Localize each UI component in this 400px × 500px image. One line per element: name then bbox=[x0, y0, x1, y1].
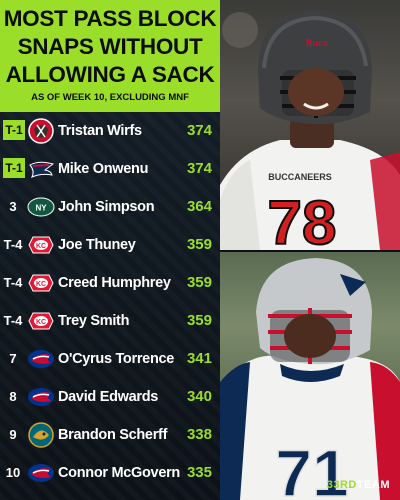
ranking-row: 10 Connor McGovern 335 bbox=[0, 454, 220, 492]
bills-logo-icon bbox=[27, 383, 55, 411]
photo-divider bbox=[220, 250, 400, 252]
svg-text:NY: NY bbox=[35, 204, 47, 213]
chiefs-logo-icon: KC bbox=[27, 307, 55, 335]
buccaneers-player-image: Bucs BUCCANEERS 78 bbox=[220, 10, 400, 250]
snap-count: 341 bbox=[186, 350, 212, 367]
player-name: Connor McGovern bbox=[58, 465, 180, 481]
title-line: SNAPS WITHOUT bbox=[17, 34, 203, 59]
snap-count: 335 bbox=[186, 464, 212, 481]
snap-count: 359 bbox=[186, 274, 212, 291]
title-block: MOST PASS BLOCK SNAPS WITHOUT ALLOWING A… bbox=[0, 0, 220, 112]
patriots-player-image: 71 bbox=[220, 258, 400, 500]
rank: T-4 bbox=[3, 313, 23, 328]
player-name: Brandon Scherff bbox=[58, 427, 168, 443]
player-name: John Simpson bbox=[58, 199, 155, 215]
chiefs-logo-icon: KC bbox=[27, 269, 55, 297]
ranking-row: T-1 Mike Onwenu 374 bbox=[0, 150, 220, 188]
ranking-row: 3 NY John Simpson 364 bbox=[0, 188, 220, 226]
brand-number: 33RD bbox=[326, 479, 357, 491]
rank: 10 bbox=[5, 465, 21, 480]
jersey-number: 71 bbox=[275, 436, 348, 500]
title-line: ALLOWING A SACK bbox=[5, 62, 215, 87]
jets-logo-icon: NY bbox=[27, 193, 55, 221]
jersey-team-name: BUCCANEERS bbox=[268, 172, 332, 182]
ranking-row: 8 David Edwards 340 bbox=[0, 378, 220, 416]
bills-logo-icon bbox=[27, 345, 55, 373]
player-name: David Edwards bbox=[58, 389, 159, 405]
rank: T-1 bbox=[3, 158, 25, 178]
ranking-row: T-4 KC Creed Humphrey 359 bbox=[0, 264, 220, 302]
ranking-row: 7 O'Cyrus Torrence 341 bbox=[0, 340, 220, 378]
rank: 8 bbox=[9, 389, 17, 404]
brand-word: TEAM bbox=[356, 479, 390, 491]
rankings-panel: MOST PASS BLOCK SNAPS WITHOUT ALLOWING A… bbox=[0, 0, 220, 500]
snap-count: 374 bbox=[186, 160, 212, 177]
brand-watermark: 33RDTEAM bbox=[327, 478, 390, 492]
rank: 7 bbox=[9, 351, 17, 366]
svg-text:KC: KC bbox=[36, 319, 46, 326]
jaguars-logo-icon bbox=[27, 421, 55, 449]
rank: T-1 bbox=[3, 120, 25, 140]
svg-text:KC: KC bbox=[36, 243, 46, 250]
player-name: O'Cyrus Torrence bbox=[58, 351, 175, 367]
snap-count: 359 bbox=[186, 312, 212, 329]
ranking-row: T-1 Tristan Wirfs 374 bbox=[0, 112, 220, 150]
player-photo-patriots: 71 33RDTEAM bbox=[220, 252, 400, 500]
jersey-number: 78 bbox=[268, 189, 337, 250]
player-name: Mike Onwenu bbox=[58, 161, 149, 177]
rank: T-4 bbox=[3, 237, 23, 252]
snap-count: 374 bbox=[186, 122, 212, 139]
ranking-row: T-4 KC Trey Smith 359 bbox=[0, 302, 220, 340]
rank: T-4 bbox=[3, 275, 23, 290]
player-name: Creed Humphrey bbox=[58, 275, 171, 291]
svg-text:KC: KC bbox=[36, 281, 46, 288]
player-photo-buccaneers: Bucs BUCCANEERS 78 bbox=[220, 0, 400, 250]
buccaneers-logo-icon bbox=[27, 117, 55, 145]
rank: 9 bbox=[9, 427, 17, 442]
chiefs-logo-icon: KC bbox=[27, 231, 55, 259]
ranking-row: 9 Brandon Scherff 338 bbox=[0, 416, 220, 454]
snap-count: 340 bbox=[186, 388, 212, 405]
bills-logo-icon bbox=[27, 459, 55, 487]
player-name: Trey Smith bbox=[58, 313, 130, 329]
snap-count: 364 bbox=[186, 198, 212, 215]
subtitle: AS OF WEEK 10, EXCLUDING MNF bbox=[31, 92, 189, 103]
title-line: MOST PASS BLOCK bbox=[3, 6, 217, 31]
snap-count: 359 bbox=[186, 236, 212, 253]
player-name: Tristan Wirfs bbox=[58, 123, 142, 139]
snap-count: 338 bbox=[186, 426, 212, 443]
player-name: Joe Thuney bbox=[58, 237, 136, 253]
helmet-logo: Bucs bbox=[306, 38, 328, 48]
patriots-logo-icon bbox=[27, 155, 55, 183]
ranking-row: T-4 KC Joe Thuney 359 bbox=[0, 226, 220, 264]
rank: 3 bbox=[9, 199, 17, 214]
